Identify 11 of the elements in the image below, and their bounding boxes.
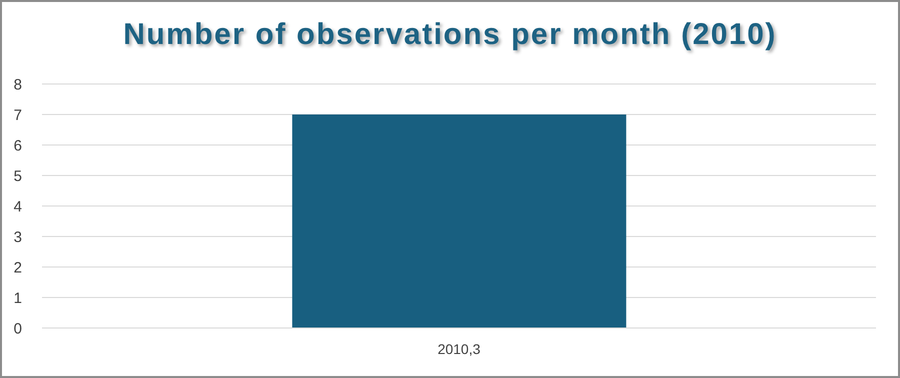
y-tick-label: 8 <box>14 76 22 94</box>
y-tick-label: 5 <box>14 168 22 185</box>
y-tick-label: 0 <box>14 320 22 338</box>
chart-title: Number of observations per month (2010) <box>122 18 778 52</box>
y-tick-label: 6 <box>14 137 22 154</box>
y-tick-label: 4 <box>14 198 22 216</box>
y-tick-label: 3 <box>14 228 22 246</box>
x-tick-label: 2010,3 <box>438 340 481 357</box>
y-tick-label: 7 <box>14 106 22 124</box>
y-tick-label: 1 <box>14 290 22 307</box>
y-tick-label: 2 <box>14 259 22 276</box>
